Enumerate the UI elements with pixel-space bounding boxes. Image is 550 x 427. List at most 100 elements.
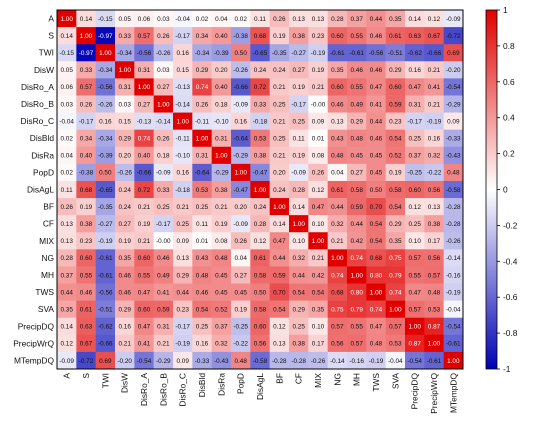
heatmap-cell [173,198,193,216]
heatmap-cell [231,283,251,301]
cell-value-label: 0.13 [176,255,189,262]
cell-value-label: 0.13 [312,16,325,23]
cell-value-label: 0.49 [350,101,363,108]
heatmap-cell [115,44,135,62]
cell-value-label: -0.47 [233,187,248,194]
cell-value-label: 0.53 [196,187,209,194]
heatmap-cell [366,198,386,216]
heatmap-cell [211,215,232,233]
cell-value-label: 0.57 [331,324,344,331]
cell-value-label: 0.38 [292,33,305,40]
cell-value-label: 0.41 [370,101,383,108]
heatmap-cell [173,129,193,148]
cell-value-label: 1.00 [370,289,383,296]
cell-value-label: 0.11 [254,16,266,23]
heatmap-cell [95,10,116,28]
heatmap-cell [385,163,406,182]
heatmap-cell [289,334,309,353]
heatmap-cell [347,215,367,233]
heatmap-cell [289,112,309,130]
cell-value-label: -0.54 [407,358,422,365]
heatmap-cell [134,266,154,284]
cell-value-label: 0.41 [157,289,170,296]
cell-value-label: -0.09 [291,170,306,177]
heatmap-cell [424,266,444,284]
heatmap-cell [405,232,425,250]
cell-value-label: -0.20 [446,67,461,74]
y-tick-label: DisRo_B [21,99,54,109]
heatmap-cell [443,198,464,216]
cell-value-label: 0.46 [118,289,131,296]
heatmap-cell [173,146,193,165]
cell-value-label: 0.60 [331,33,344,40]
heatmap-cell [153,112,174,130]
heatmap-cell [385,249,406,267]
heatmap-cell [327,283,348,301]
cell-value-label: 0.45 [215,272,228,279]
cell-value-label: 0.16 [176,50,189,57]
cell-value-label: 0.16 [428,136,441,143]
cell-value-label: 0.69 [99,358,112,365]
heatmap-cell [250,232,270,250]
cell-value-label: 0.04 [60,153,73,160]
heatmap-cell [405,317,425,336]
heatmap-cell [134,95,154,113]
cell-value-label: 0.25 [292,118,305,125]
cell-value-label: -0.56 [137,50,152,57]
cell-value-label: 0.79 [350,306,363,313]
cell-value-label: -0.09 [446,16,461,23]
cell-value-label: 0.57 [80,84,93,91]
heatmap-cell [76,317,96,336]
heatmap-cell [57,266,77,284]
heatmap-cell [385,95,406,113]
heatmap-cell [211,10,232,28]
cell-value-label: 0.23 [176,306,189,313]
cell-value-label: 0.41 [428,84,441,91]
cell-value-label: 0.25 [196,324,209,331]
cell-value-label: 1.00 [254,187,267,194]
heatmap-cell [231,334,251,353]
cell-value-label: 0.21 [176,204,189,211]
x-tick-label: DisAgL [255,373,265,400]
heatmap-cell [211,27,232,45]
heatmap-cell [57,163,77,182]
cell-value-label: -0.66 [137,170,152,177]
cell-value-label: -0.10 [214,118,229,125]
heatmap-cell [134,10,154,28]
heatmap-cell [269,351,290,370]
heatmap-cell [57,129,77,148]
heatmap-cell [134,129,154,148]
heatmap-cell [308,317,328,336]
cell-value-label: -0.64 [233,136,248,143]
heatmap-cell [153,334,174,353]
heatmap-cell [192,249,212,267]
cell-value-label: -0.28 [446,204,461,211]
cell-value-label: 0.21 [273,153,286,160]
cell-value-label: 0.12 [312,187,325,194]
cell-value-label: 0.42 [350,238,363,245]
heatmap-cell [347,334,367,353]
heatmap-cell [153,95,174,113]
heatmap-cell [327,27,348,45]
heatmap-cell [192,180,212,199]
cell-value-label: 0.10 [312,324,325,331]
heatmap-cell [173,27,193,45]
cell-value-label: 0.55 [350,33,363,40]
heatmap-cell [327,249,348,267]
heatmap-cell [173,61,193,79]
heatmap-cell [385,283,406,301]
y-tick-label: TWS [35,287,54,297]
heatmap-cell [250,334,270,353]
x-tick-label: MH [352,373,362,386]
cell-value-label: 1.00 [292,221,305,228]
heatmap-cell [173,317,193,336]
cell-value-label: -0.19 [427,118,442,125]
cell-value-label: -0.25 [233,324,248,331]
cell-value-label: -0.19 [98,238,113,245]
heatmap-cell [134,215,154,233]
cell-value-label: -0.58 [253,358,268,365]
heatmap-cell [231,198,251,216]
cell-value-label: 0.27 [234,272,247,279]
cell-value-label: 0.15 [118,118,131,125]
cell-value-label: 0.32 [215,341,228,348]
